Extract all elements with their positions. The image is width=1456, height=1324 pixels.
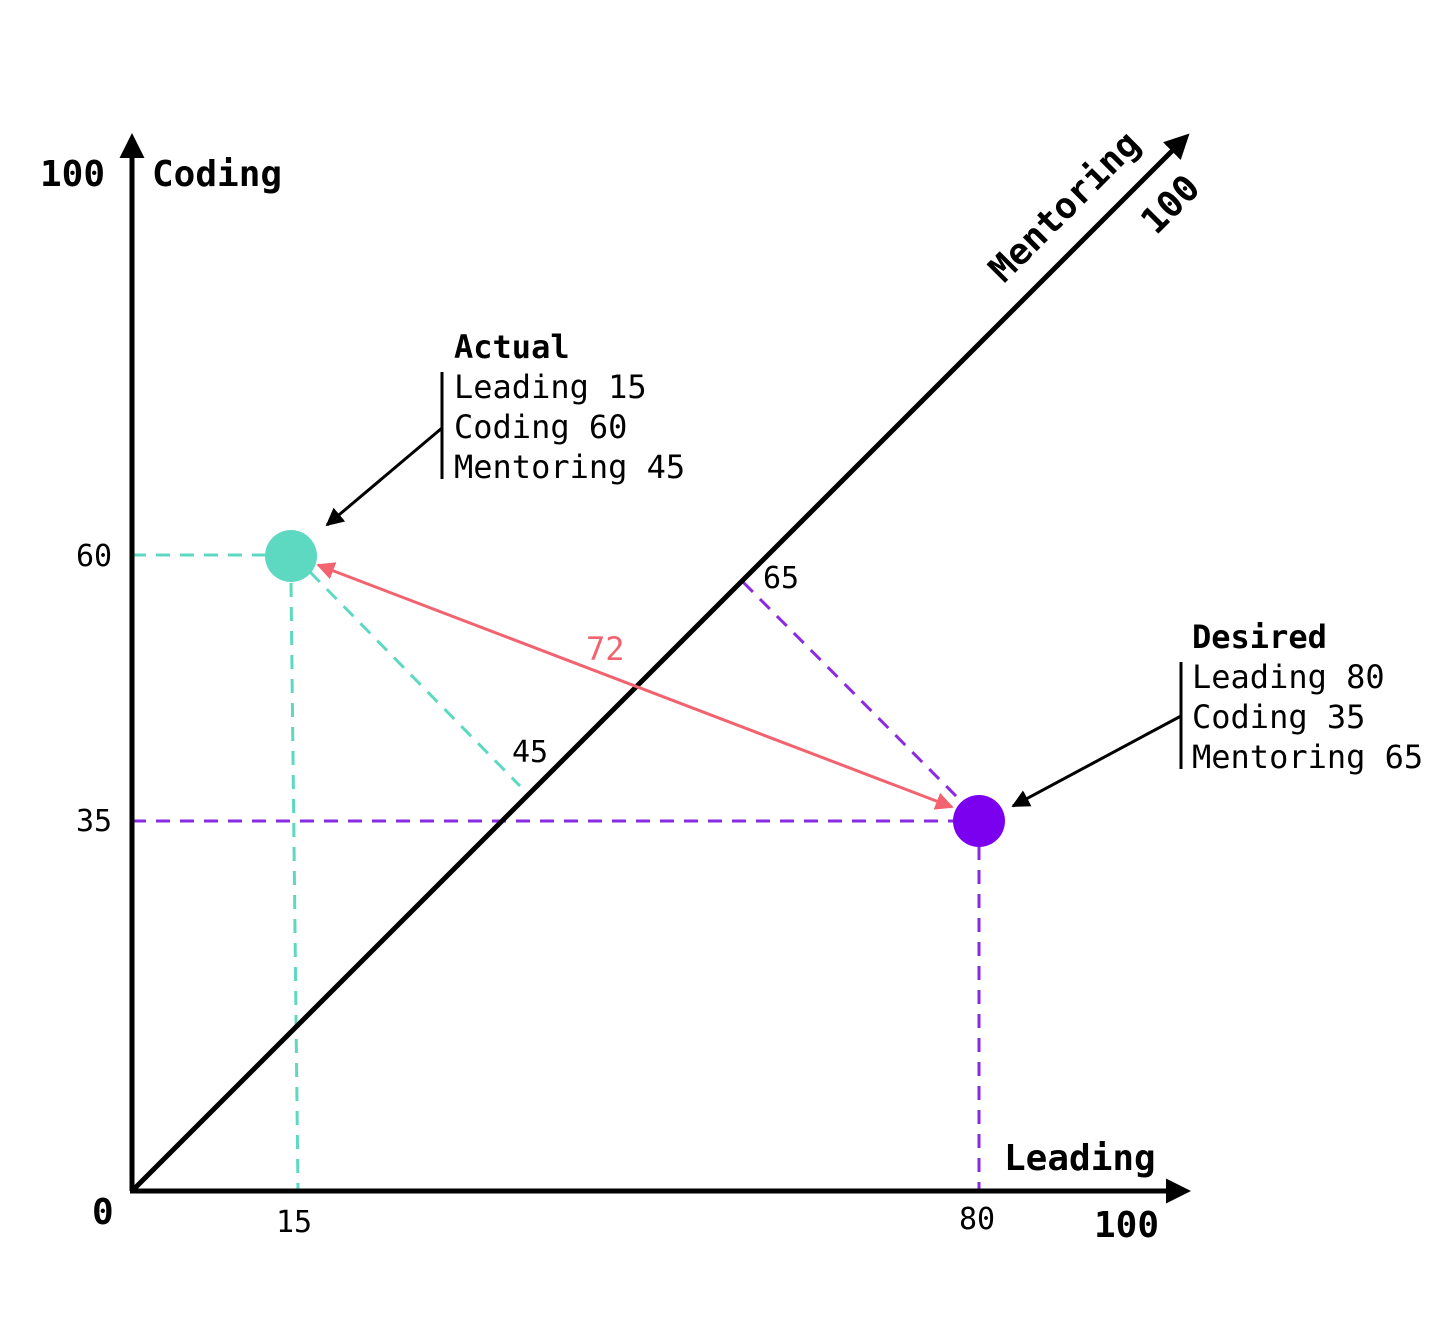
mentoring-label-desired: 65: [763, 561, 799, 596]
actual-card-line: Mentoring 45: [454, 448, 685, 486]
distance-arrow: [316, 562, 954, 810]
actual-leading-guide: [289, 582, 300, 1191]
mentoring-axis: [130, 133, 1190, 1193]
leading-axis-title: Leading: [1004, 1138, 1156, 1179]
actual-card-line: Coding 60: [454, 408, 627, 446]
leading-tick-actual: 15: [276, 1205, 312, 1240]
desired-callout-arrow: [1011, 714, 1182, 808]
actual-callout-arrow: [325, 426, 443, 527]
desired-card: Desired Leading 80 Coding 35 Mentoring 6…: [1011, 618, 1423, 808]
coding-axis-max: 100: [40, 154, 105, 195]
mentoring-label-actual: 45: [512, 735, 548, 770]
axes: [119, 133, 1191, 1204]
actual-mentoring-guide: [308, 570, 522, 788]
desired-card-line: Leading 80: [1192, 658, 1385, 696]
origin-label: 0: [92, 1192, 114, 1233]
actual-card-line: Leading 15: [454, 368, 647, 406]
coding-tick-actual: 60: [76, 539, 112, 574]
distance-label: 72: [586, 630, 625, 668]
desired-point: [953, 795, 1005, 847]
desired-card-line: Coding 35: [1192, 698, 1365, 736]
mentoring-axis-title: Mentoring: [981, 123, 1148, 290]
actual-card: Actual Leading 15 Coding 60 Mentoring 45: [325, 328, 685, 527]
leading-axis-max: 100: [1094, 1205, 1159, 1246]
leading-tick-desired: 80: [959, 1202, 995, 1237]
actual-card-title: Actual: [454, 328, 570, 366]
coding-axis-title: Coding: [152, 154, 282, 195]
guide-lines: [132, 553, 981, 1191]
desired-card-line: Mentoring 65: [1192, 738, 1423, 776]
actual-point: [265, 530, 317, 582]
coding-tick-desired: 35: [76, 804, 112, 839]
desired-card-title: Desired: [1192, 618, 1327, 656]
